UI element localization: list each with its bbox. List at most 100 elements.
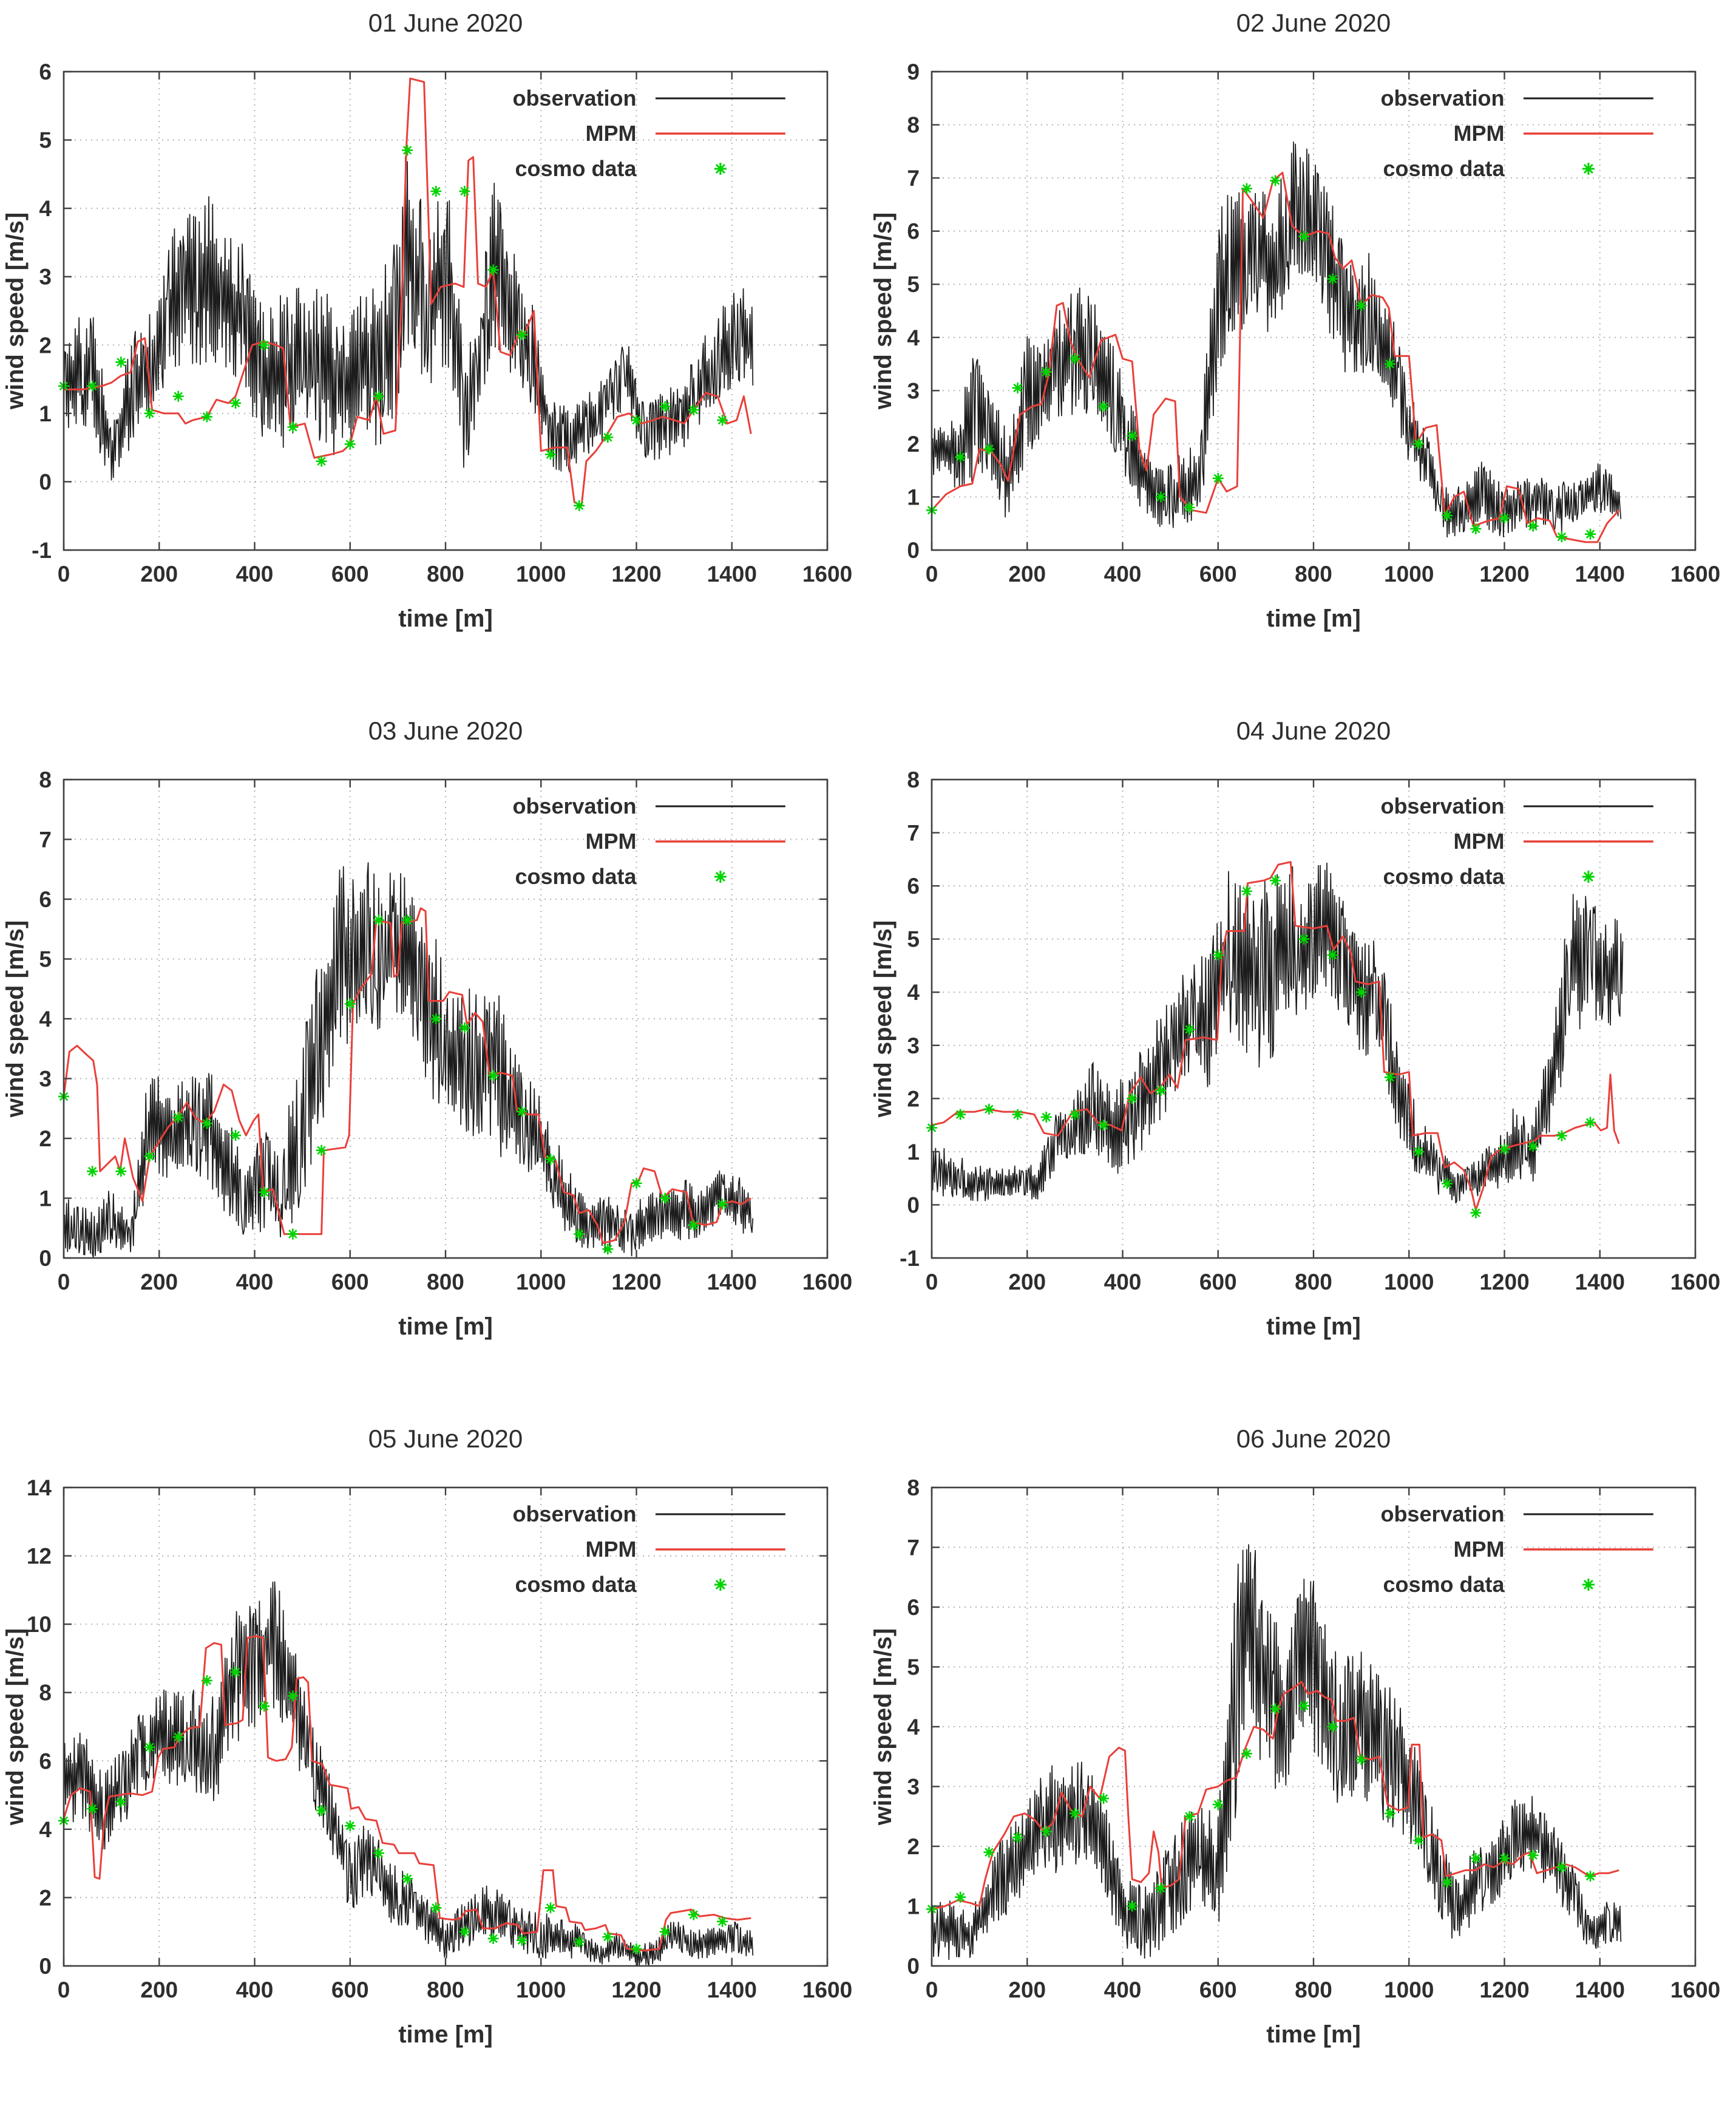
- svg-text:400: 400: [236, 1977, 274, 2002]
- svg-text:MPM: MPM: [1454, 829, 1505, 854]
- svg-text:1000: 1000: [516, 562, 566, 586]
- svg-text:1000: 1000: [1384, 1977, 1434, 2002]
- svg-text:0: 0: [907, 538, 920, 563]
- svg-text:1000: 1000: [516, 1977, 566, 2002]
- svg-text:-1: -1: [900, 1246, 920, 1271]
- svg-text:600: 600: [1199, 1977, 1237, 2002]
- svg-text:time [m]: time [m]: [1266, 1313, 1361, 1340]
- svg-text:observation: observation: [512, 1501, 636, 1526]
- svg-text:1600: 1600: [802, 562, 852, 586]
- svg-text:time [m]: time [m]: [1266, 605, 1361, 632]
- svg-text:1: 1: [39, 401, 52, 426]
- svg-text:8: 8: [907, 113, 920, 138]
- svg-text:14: 14: [27, 1475, 52, 1500]
- svg-text:6: 6: [39, 1749, 52, 1773]
- svg-text:1400: 1400: [1575, 562, 1625, 586]
- svg-text:4: 4: [907, 325, 920, 350]
- svg-text:200: 200: [1008, 1270, 1046, 1294]
- svg-text:8: 8: [907, 767, 920, 792]
- svg-text:0: 0: [926, 562, 938, 586]
- svg-text:1: 1: [907, 484, 920, 509]
- svg-text:1000: 1000: [516, 1270, 566, 1294]
- svg-text:1400: 1400: [1575, 1977, 1625, 2002]
- svg-text:3: 3: [39, 265, 52, 290]
- svg-text:MPM: MPM: [586, 121, 637, 146]
- svg-text:800: 800: [1295, 562, 1332, 586]
- svg-text:1200: 1200: [611, 1977, 661, 2002]
- svg-text:600: 600: [331, 1977, 369, 2002]
- svg-text:0: 0: [907, 1954, 920, 1979]
- svg-text:observation: observation: [1380, 794, 1504, 818]
- svg-text:0: 0: [39, 469, 52, 494]
- svg-text:7: 7: [907, 821, 920, 846]
- svg-text:1200: 1200: [611, 562, 661, 586]
- svg-text:2: 2: [907, 1086, 920, 1111]
- svg-text:03 June 2020: 03 June 2020: [368, 716, 523, 745]
- svg-text:MPM: MPM: [586, 1537, 637, 1562]
- svg-text:observation: observation: [1380, 86, 1504, 110]
- svg-text:4: 4: [39, 196, 52, 221]
- svg-text:1400: 1400: [707, 562, 757, 586]
- svg-text:1200: 1200: [1479, 1977, 1529, 2002]
- svg-text:observation: observation: [512, 86, 636, 110]
- svg-text:12: 12: [27, 1544, 52, 1569]
- svg-text:0: 0: [58, 1977, 70, 2002]
- chart-04-june-2020: 0 200 400 600 800 1000 1200 1400 1600 -1 0 1 2 3 4 5 6 7 8…: [868, 708, 1736, 1416]
- svg-text:4: 4: [907, 980, 920, 1005]
- chart-05-june-2020: 0 200 400 600 800 1000 1200 1400 1600 0 2 4 6 8 10 12 14…: [0, 1416, 868, 2124]
- svg-text:2: 2: [39, 1885, 52, 1910]
- svg-text:time [m]: time [m]: [398, 605, 493, 632]
- svg-text:8: 8: [39, 767, 52, 792]
- svg-text:800: 800: [427, 562, 464, 586]
- svg-text:1: 1: [907, 1140, 920, 1164]
- svg-text:1: 1: [39, 1186, 52, 1211]
- svg-text:06 June 2020: 06 June 2020: [1236, 1424, 1391, 1453]
- svg-text:200: 200: [140, 1977, 178, 2002]
- svg-text:MPM: MPM: [1454, 1537, 1505, 1562]
- svg-text:8: 8: [39, 1681, 52, 1705]
- svg-text:2: 2: [39, 333, 52, 358]
- chart-canvas-3: 0 200 400 600 800 1000 1200 1400 1600 0 1 2 3 4 5 6 7 8 ti…: [2, 716, 852, 1340]
- svg-text:1200: 1200: [1479, 562, 1529, 586]
- svg-text:4: 4: [907, 1715, 920, 1739]
- chart-canvas-2: 0 200 400 600 800 1000 1200 1400 1600 0 1 2 3 4 5 6 7 8 9 t…: [870, 8, 1720, 632]
- svg-text:0: 0: [39, 1246, 52, 1271]
- svg-text:-1: -1: [32, 538, 52, 563]
- svg-text:wind speed [m/s]: wind speed [m/s]: [2, 212, 29, 410]
- svg-text:1400: 1400: [707, 1977, 757, 2002]
- svg-text:600: 600: [331, 562, 369, 586]
- svg-text:2: 2: [907, 432, 920, 457]
- svg-text:1400: 1400: [1575, 1270, 1625, 1294]
- svg-text:wind speed [m/s]: wind speed [m/s]: [870, 1628, 897, 1826]
- svg-text:time [m]: time [m]: [398, 1313, 493, 1340]
- svg-text:800: 800: [1295, 1270, 1332, 1294]
- svg-text:1: 1: [907, 1894, 920, 1919]
- svg-text:6: 6: [907, 1595, 920, 1620]
- svg-text:1600: 1600: [802, 1270, 852, 1294]
- svg-text:8: 8: [907, 1475, 920, 1500]
- svg-text:7: 7: [907, 1535, 920, 1560]
- svg-text:04 June 2020: 04 June 2020: [1236, 716, 1391, 745]
- svg-text:3: 3: [907, 1775, 920, 1800]
- chart-03-june-2020: 0 200 400 600 800 1000 1200 1400 1600 0 1 2 3 4 5 6 7 8 ti…: [0, 708, 868, 1416]
- svg-text:1000: 1000: [1384, 1270, 1434, 1294]
- svg-text:5: 5: [39, 947, 52, 972]
- svg-text:6: 6: [907, 219, 920, 244]
- svg-text:cosmo data: cosmo data: [1383, 864, 1505, 889]
- svg-text:0: 0: [907, 1192, 920, 1217]
- svg-text:200: 200: [1008, 1977, 1046, 2002]
- svg-text:10: 10: [27, 1612, 52, 1637]
- chart-06-june-2020: 0 200 400 600 800 1000 1200 1400 1600 0 1 2 3 4 5 6 7 8 ti…: [868, 1416, 1736, 2124]
- svg-text:800: 800: [427, 1977, 464, 2002]
- svg-text:observation: observation: [1380, 1501, 1504, 1526]
- svg-text:0: 0: [39, 1954, 52, 1979]
- chart-canvas-6: 0 200 400 600 800 1000 1200 1400 1600 0 1 2 3 4 5 6 7 8 ti…: [870, 1424, 1720, 2048]
- svg-text:4: 4: [39, 1817, 52, 1842]
- svg-text:400: 400: [1104, 562, 1142, 586]
- svg-text:4: 4: [39, 1007, 52, 1032]
- svg-text:800: 800: [1295, 1977, 1332, 2002]
- chart-canvas-4: 0 200 400 600 800 1000 1200 1400 1600-1012345678…: [870, 716, 1720, 1340]
- svg-text:3: 3: [39, 1067, 52, 1092]
- svg-text:600: 600: [1199, 1270, 1237, 1294]
